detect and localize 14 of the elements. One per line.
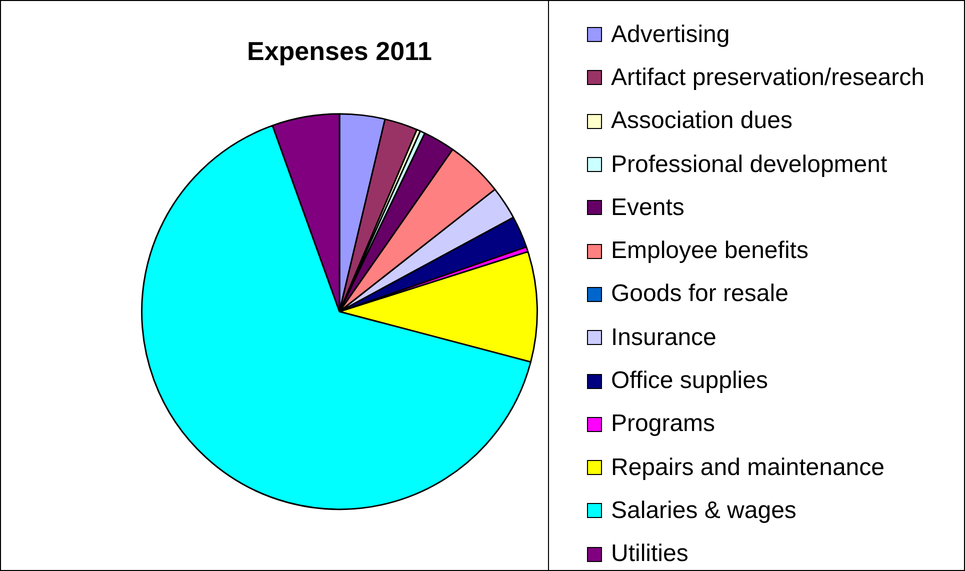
legend-label: Goods for resale xyxy=(611,280,788,308)
legend-label: Employee benefits xyxy=(611,237,808,266)
legend-label: Insurance xyxy=(611,324,716,352)
legend-label: Events xyxy=(611,194,684,222)
legend-label: Professional development xyxy=(611,150,888,179)
legend-label: Programs xyxy=(611,410,716,438)
legend-label: Artifact preservation/research xyxy=(611,64,924,92)
legend-label: Salaries & wages xyxy=(611,496,796,525)
legend-label: Advertising xyxy=(611,20,730,49)
legend-label: Office supplies xyxy=(611,367,768,396)
text: Expenses 2011 xyxy=(246,36,432,66)
legend-label: Repairs and maintenance xyxy=(611,454,885,482)
legend-label: Utilities xyxy=(611,540,688,568)
legend-label: Association dues xyxy=(611,107,792,136)
